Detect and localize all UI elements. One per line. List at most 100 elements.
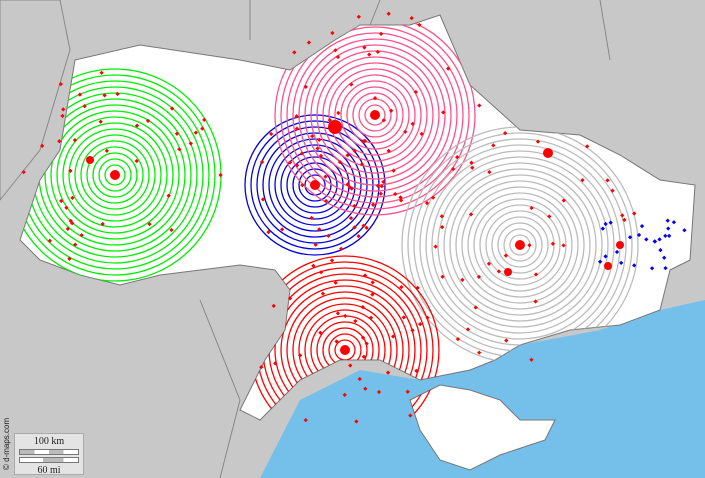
settlement-point-blue [665,218,670,223]
settlement-point [115,91,120,97]
settlement-point [433,244,438,249]
zone-ring [292,32,458,198]
settlement-point [580,178,585,183]
settlement-point [329,258,335,263]
settlement-point [414,368,419,374]
zone-ring [80,140,150,210]
settlement-point [64,205,69,210]
settlement-point [361,139,366,144]
settlement-point [303,417,308,423]
major-city [515,240,525,250]
zone-ring [467,192,573,298]
settlement-point [364,341,369,346]
settlement-point-blue [627,235,633,240]
zone-ring [328,68,422,162]
zone-ring [62,122,168,228]
settlement-point [134,158,139,164]
zone-ring [455,180,585,310]
zone-ring [244,114,386,256]
settlement-point [361,223,366,228]
major-city [328,120,342,134]
settlement-point [440,225,445,230]
major-city [340,345,350,355]
major-city [504,268,512,276]
settlement-point [370,292,375,297]
settlement-point [334,339,339,344]
settlement-point [166,193,171,198]
settlement-point [330,30,335,36]
settlement-point [147,221,152,227]
settlement-point [60,113,65,119]
settlement-point [401,315,406,320]
settlement-point [415,285,420,291]
settlement-point [266,229,271,235]
zone-ring [431,156,609,334]
settlement-point [425,315,430,320]
settlement-point [370,202,376,207]
settlement-point [333,280,338,285]
zone-ring [98,158,132,192]
settlement-point [487,170,492,175]
settlement-point [188,141,193,146]
zone-ring [497,222,543,268]
settlement-point [72,137,78,143]
settlement-point [419,131,424,137]
settlement-point [100,221,105,227]
settlement-point [317,137,322,142]
settlement-point [398,195,403,200]
settlement-point [259,364,264,370]
zone-ring [334,74,416,156]
settlement-point [82,104,87,109]
settlement-point [376,389,382,395]
settlement-point [529,205,534,211]
settlement-point [299,151,305,156]
major-city [616,241,624,249]
settlement-point [399,284,404,290]
settlement-point [349,186,354,191]
zone-ring [286,26,464,204]
major-city [543,148,553,158]
settlement-point-blue [619,260,624,265]
zone-ring [346,86,404,144]
zone-ring [473,198,567,292]
settlement-point [403,129,408,134]
settlement-point [68,168,73,173]
settlement-point [177,147,182,152]
settlement-point-blue [666,226,671,231]
zone-ring [479,204,561,286]
settlement-point-blue [644,237,649,242]
settlement-point [360,335,366,340]
settlement-point [381,179,386,184]
settlement-point [73,242,78,247]
zone-ring [352,92,398,138]
settlement-point [356,234,361,239]
settlement-point [169,227,174,233]
settlement-point [470,165,475,170]
settlement-point [317,227,322,232]
settlement-point [218,172,223,178]
settlement-point [486,261,492,266]
settlement-point [360,304,365,310]
settlement-point [348,216,354,221]
scale-bar: 100 km 60 mi [14,433,84,476]
zone-ring [68,128,162,222]
settlement-point-blue [658,248,663,253]
settlement-point [502,131,508,136]
zone-ring [461,186,579,304]
zone-ring [449,174,591,316]
settlement-point [337,159,343,165]
scale-mi-bar [19,457,79,463]
settlement-point [533,272,539,277]
settlement-point [356,14,361,19]
settlement-point [440,274,445,279]
settlement-point [362,273,368,278]
major-city [604,262,612,270]
settlement-point-blue [639,223,645,229]
settlement-point [292,50,297,55]
settlement-point [310,133,315,139]
zone-ring [92,152,138,198]
settlement-point [315,146,320,151]
settlement-point [405,389,410,394]
